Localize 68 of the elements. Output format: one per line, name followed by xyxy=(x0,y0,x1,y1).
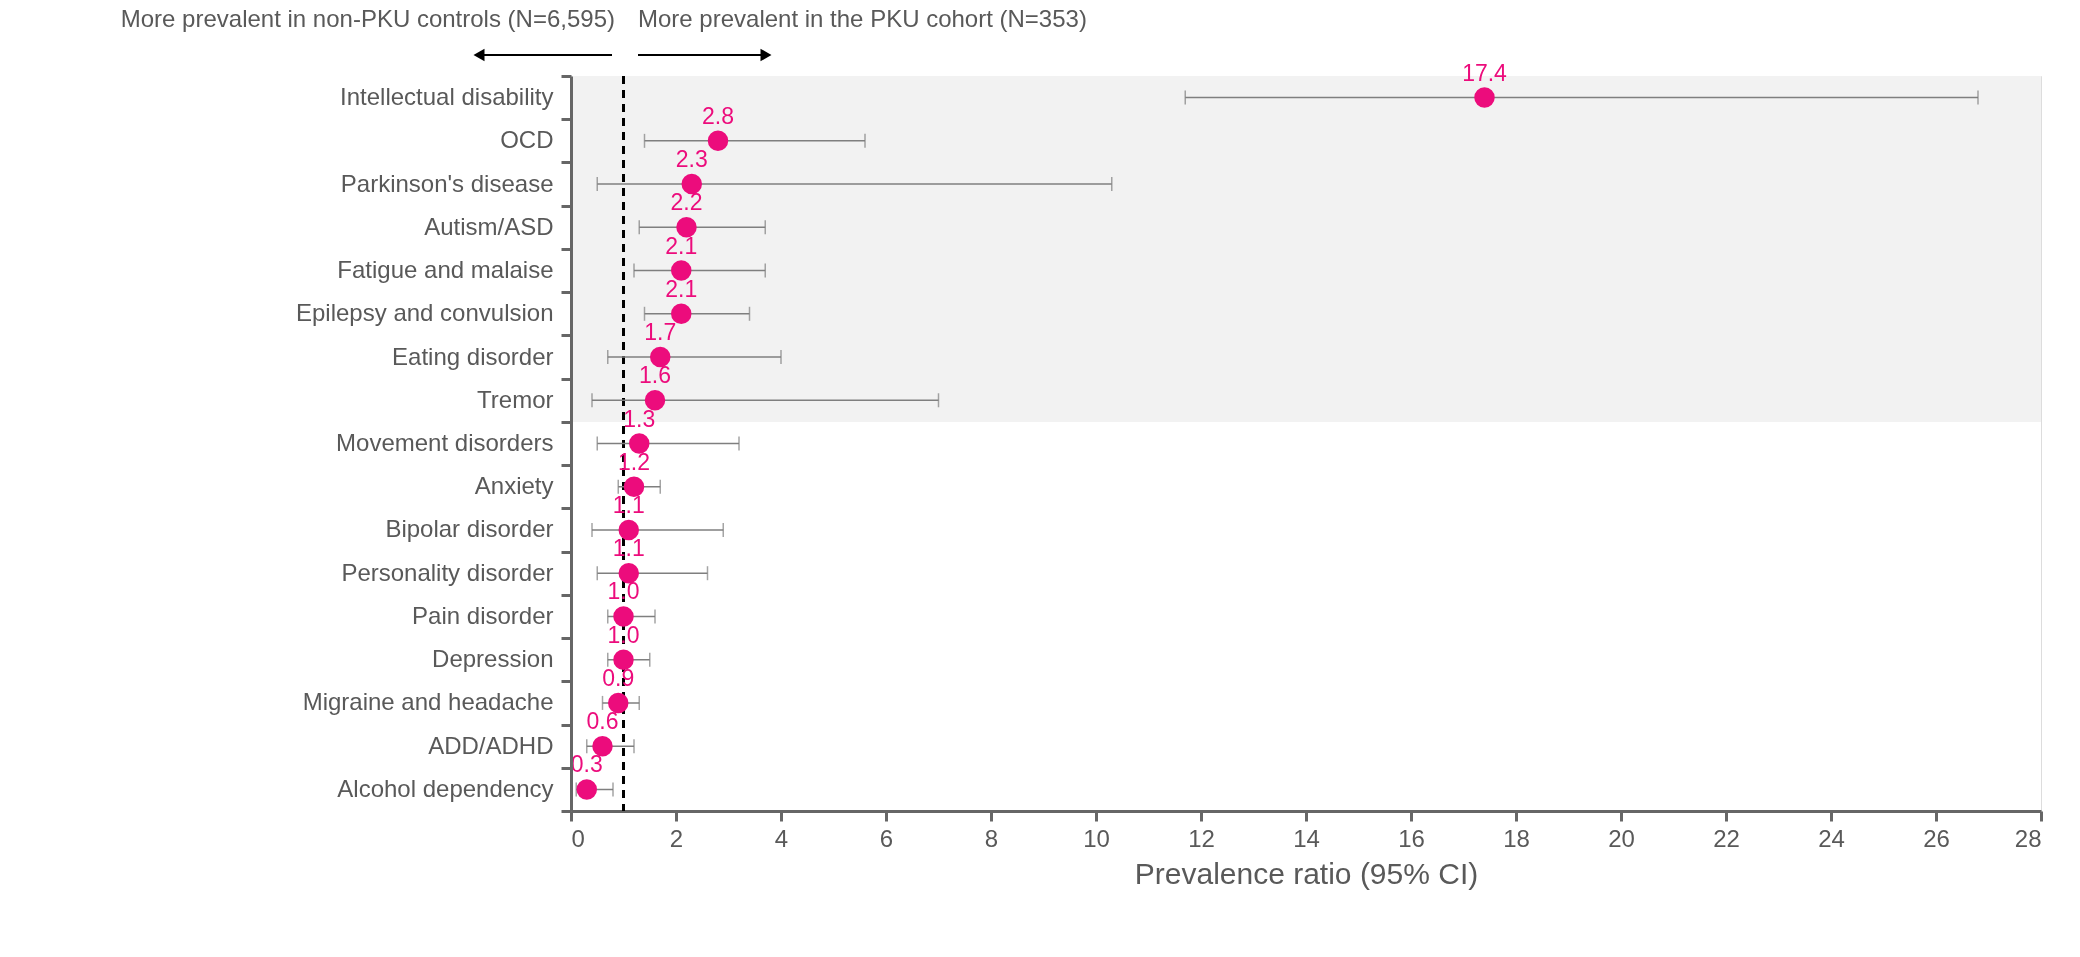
x-tick-label: 24 xyxy=(1818,824,1845,852)
point xyxy=(608,692,629,714)
data-label: 1.0 xyxy=(607,578,640,605)
text: More prevalent in the PKU cohort (N=353) xyxy=(638,5,1087,32)
x-tick-label: 12 xyxy=(1188,824,1215,852)
point xyxy=(576,779,597,800)
x-tick-label: 22 xyxy=(1713,824,1740,852)
x-tick-label: 16 xyxy=(1398,824,1425,852)
y-tick-label: Pain disorder xyxy=(412,601,554,629)
x-tick-label: 26 xyxy=(1923,824,1950,852)
data-label: 1.3 xyxy=(623,405,656,432)
data-label: 0.6 xyxy=(586,708,619,735)
data-label: 2.1 xyxy=(665,275,698,302)
data-label: 2.3 xyxy=(675,146,708,173)
x-axis-title: Prevalence ratio (95% CI) xyxy=(1134,856,1479,890)
data-label: 17.4 xyxy=(1462,59,1508,86)
point xyxy=(629,433,650,454)
point xyxy=(618,519,639,541)
point xyxy=(644,390,666,411)
x-tick-label: 2 xyxy=(669,824,684,852)
y-tick-label: Autism/ASD xyxy=(424,212,554,240)
x-tick-label: 4 xyxy=(774,824,789,852)
data-label: 2.2 xyxy=(670,189,703,216)
x-tick-label: 14 xyxy=(1293,824,1320,852)
y-tick-label: Fatigue and malaise xyxy=(337,256,554,284)
y-tick-label: Eating disorder xyxy=(392,342,554,370)
y-tick-label: Intellectual disability xyxy=(340,83,554,111)
point xyxy=(650,346,671,368)
point xyxy=(681,173,702,195)
y-tick-label: Bipolar disorder xyxy=(385,515,554,543)
y-tick-label: Alcohol dependency xyxy=(337,774,554,802)
point xyxy=(613,606,634,627)
data-label: 0.9 xyxy=(602,664,635,691)
data-label: 1.7 xyxy=(644,319,677,346)
data-label: 2.1 xyxy=(665,232,698,259)
x-tick-label: 20 xyxy=(1608,824,1635,852)
x-tick-label: 10 xyxy=(1083,824,1110,852)
x-tick-label: 6 xyxy=(879,824,894,852)
text: More prevalent in non-PKU controls (N=6,595) xyxy=(120,5,615,32)
y-tick-label: Depression xyxy=(432,645,554,673)
y-tick-label: Anxiety xyxy=(474,472,554,500)
data-label: 1.0 xyxy=(607,621,640,648)
y-tick-label: ADD/ADHD xyxy=(428,731,554,759)
point xyxy=(1474,87,1495,108)
data-label: 1.1 xyxy=(612,535,645,562)
data-label: 2.8 xyxy=(702,102,734,129)
y-tick-label: OCD xyxy=(500,126,554,154)
y-tick-label: Parkinson's disease xyxy=(340,169,554,197)
point xyxy=(676,217,697,238)
y-tick-label: Movement disorders xyxy=(336,429,554,456)
point xyxy=(618,562,639,584)
x-tick-label: 28 xyxy=(2014,824,2042,852)
point xyxy=(671,260,692,281)
y-tick-label: Epilepsy and convulsion xyxy=(296,299,554,327)
point xyxy=(592,735,613,757)
y-tick-label: Migraine and headache xyxy=(302,688,554,716)
point xyxy=(671,303,692,325)
point xyxy=(613,649,634,670)
x-tick-label: 8 xyxy=(984,824,999,852)
data-label: 1.2 xyxy=(618,448,650,475)
x-tick-label: 0 xyxy=(571,824,585,852)
data-label: 1.1 xyxy=(612,491,645,518)
y-tick-label: Personality disorder xyxy=(341,558,554,586)
x-tick-label: 18 xyxy=(1503,824,1530,852)
point xyxy=(707,130,729,152)
data-label: 1.6 xyxy=(639,362,671,389)
point xyxy=(623,476,645,497)
y-tick-label: Tremor xyxy=(477,385,554,413)
